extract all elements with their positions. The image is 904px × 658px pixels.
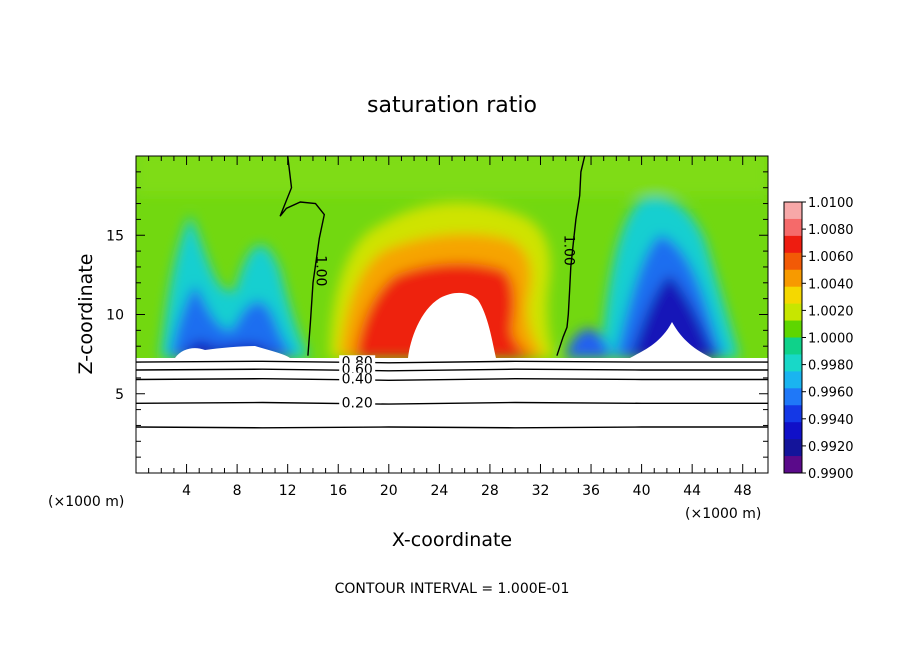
contour-line bbox=[135, 368, 768, 372]
contour-line bbox=[279, 155, 326, 356]
colorbar-swatch bbox=[784, 439, 802, 457]
colorbar-swatch bbox=[784, 252, 802, 271]
contour-line bbox=[135, 377, 768, 382]
terrain-mask-right bbox=[630, 322, 712, 358]
colorbar-label: 1.0060 bbox=[808, 250, 854, 265]
x-tick-label: 44 bbox=[683, 483, 701, 499]
colorbar-swatch bbox=[784, 405, 802, 423]
x-tick-label: 24 bbox=[430, 483, 448, 499]
x-tick-label: 8 bbox=[233, 483, 242, 499]
contour-label: 0.20 bbox=[342, 395, 373, 411]
contour-line bbox=[135, 360, 768, 364]
colorbar-label: 0.9900 bbox=[808, 467, 854, 482]
contour-line bbox=[135, 426, 768, 429]
contour-label: 1.00 bbox=[560, 235, 576, 266]
colorbar-swatch bbox=[784, 371, 802, 389]
y-tick-label: 15 bbox=[106, 228, 124, 244]
contour-label: 0.40 bbox=[342, 372, 373, 388]
x-tick-label: 32 bbox=[532, 483, 550, 499]
colorbar-swatch bbox=[784, 202, 802, 220]
x-tick-label: 4 bbox=[182, 483, 191, 499]
colorbar-swatch bbox=[784, 269, 802, 288]
dry-center-right bbox=[565, 329, 612, 358]
colorbar-swatch bbox=[784, 235, 802, 254]
colorbar-label: 0.9940 bbox=[808, 413, 854, 428]
x-tick-label: 28 bbox=[481, 483, 499, 499]
colorbar-swatch bbox=[784, 354, 802, 372]
contour-interval-note: CONTOUR INTERVAL = 1.000E-01 bbox=[335, 581, 570, 597]
colorbar-label: 1.0020 bbox=[808, 304, 854, 319]
x-axis-label: X-coordinate bbox=[392, 529, 512, 551]
y-tick-label: 5 bbox=[115, 387, 124, 403]
colorbar-label: 1.0100 bbox=[808, 196, 854, 211]
lower-region bbox=[136, 358, 768, 473]
x-unit-label-right: (×1000 m) bbox=[685, 506, 761, 522]
colorbar-swatch bbox=[784, 456, 802, 474]
contour-label: 1.00 bbox=[313, 255, 329, 286]
x-tick-label: 36 bbox=[582, 483, 600, 499]
colorbar-swatch bbox=[784, 337, 802, 355]
colorbar-label: 0.9920 bbox=[808, 440, 854, 455]
saturation-field bbox=[136, 156, 768, 358]
x-tick-label: 48 bbox=[734, 483, 752, 499]
x-tick-label: 40 bbox=[633, 483, 651, 499]
x-axis: 4 8 12 16 20 24 28 32 36 40 44 48 bbox=[148, 156, 756, 499]
colorbar-swatch bbox=[784, 286, 802, 305]
x-tick-label: 12 bbox=[279, 483, 297, 499]
dry-right-core bbox=[630, 275, 720, 358]
colorbar-swatch bbox=[784, 218, 802, 237]
chart-title: saturation ratio bbox=[367, 93, 537, 118]
x-unit-label-left: (×1000 m) bbox=[48, 494, 124, 510]
colorbar-label: 0.9960 bbox=[808, 386, 854, 401]
terrain-mask-left bbox=[175, 346, 290, 358]
y-axis-label: Z-coordinate bbox=[75, 254, 97, 375]
colorbar-label: 1.0080 bbox=[808, 223, 854, 238]
colorbar-swatch bbox=[784, 320, 802, 338]
y-tick-label: 10 bbox=[106, 308, 124, 324]
contour-label-bg bbox=[339, 372, 376, 387]
terrain-mask-center bbox=[408, 292, 496, 358]
contour-line bbox=[556, 155, 586, 356]
contour-lines: 1.001.000.800.600.400.20 bbox=[135, 155, 768, 429]
contour-label-bg bbox=[339, 396, 376, 411]
x-tick-label: 16 bbox=[329, 483, 347, 499]
colorbar-label: 1.0040 bbox=[808, 277, 854, 292]
colorbar-label: 0.9980 bbox=[808, 359, 854, 374]
y-axis: 5 10 15 bbox=[106, 171, 768, 458]
upper-field bbox=[136, 156, 768, 195]
x-tick-label: 20 bbox=[380, 483, 398, 499]
contour-line bbox=[135, 401, 768, 405]
colorbar: 1.0100 1.0080 1.0060 1.0040 1.0020 1.0000 0.99… bbox=[783, 196, 854, 482]
colorbar-swatch bbox=[784, 388, 802, 406]
colorbar-label: 1.0000 bbox=[808, 332, 854, 347]
colorbar-swatch bbox=[784, 303, 802, 322]
colorbar-swatch bbox=[784, 422, 802, 440]
dry-left-inner bbox=[170, 285, 295, 358]
